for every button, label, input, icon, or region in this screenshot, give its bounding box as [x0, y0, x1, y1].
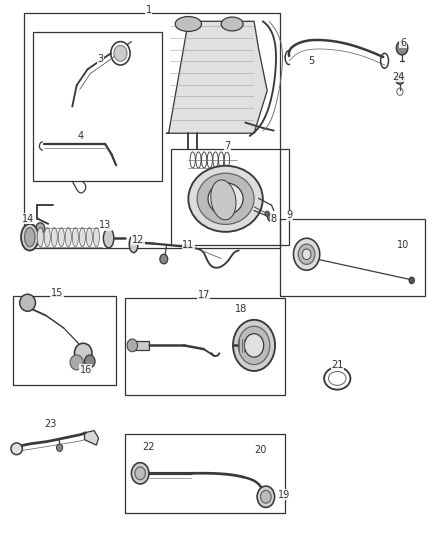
Ellipse shape	[37, 228, 43, 247]
Ellipse shape	[65, 228, 71, 247]
Ellipse shape	[244, 334, 264, 357]
Ellipse shape	[233, 320, 275, 371]
Ellipse shape	[302, 249, 311, 260]
Ellipse shape	[44, 228, 50, 247]
Ellipse shape	[135, 467, 145, 480]
Ellipse shape	[208, 183, 243, 215]
Text: 14: 14	[21, 214, 34, 223]
Text: 6: 6	[400, 38, 406, 47]
Ellipse shape	[197, 173, 254, 224]
Text: 2: 2	[28, 214, 34, 223]
Ellipse shape	[127, 339, 138, 352]
Ellipse shape	[74, 343, 92, 362]
Bar	[280, 219, 425, 296]
Ellipse shape	[21, 224, 39, 251]
Ellipse shape	[93, 228, 99, 247]
Text: 12: 12	[132, 235, 144, 245]
Ellipse shape	[265, 211, 269, 216]
Text: 22: 22	[143, 442, 155, 451]
Bar	[13, 296, 116, 385]
Ellipse shape	[396, 41, 408, 55]
Text: 3: 3	[98, 54, 104, 63]
Ellipse shape	[160, 254, 168, 264]
Ellipse shape	[409, 277, 414, 284]
Ellipse shape	[238, 326, 270, 365]
Ellipse shape	[129, 236, 138, 253]
Text: 11: 11	[182, 240, 194, 250]
Ellipse shape	[293, 238, 320, 270]
Ellipse shape	[57, 444, 63, 451]
Text: 23: 23	[44, 419, 57, 429]
Ellipse shape	[114, 45, 127, 61]
Ellipse shape	[72, 228, 78, 247]
Ellipse shape	[257, 486, 275, 507]
Text: 10: 10	[397, 240, 409, 250]
Bar	[171, 149, 289, 245]
Text: 9: 9	[286, 211, 292, 220]
Bar	[125, 434, 285, 513]
Ellipse shape	[268, 214, 274, 221]
Text: 15: 15	[51, 288, 63, 297]
Ellipse shape	[86, 228, 92, 247]
Text: 17: 17	[198, 290, 210, 300]
Ellipse shape	[396, 74, 404, 84]
Text: 5: 5	[308, 56, 314, 66]
Ellipse shape	[261, 490, 271, 503]
Bar	[132, 341, 149, 350]
Bar	[33, 32, 162, 181]
Ellipse shape	[11, 443, 22, 455]
Ellipse shape	[58, 228, 64, 247]
Text: 16: 16	[80, 365, 92, 375]
Text: 20: 20	[254, 446, 266, 455]
Ellipse shape	[79, 228, 85, 247]
Ellipse shape	[188, 166, 263, 232]
Ellipse shape	[25, 228, 35, 247]
Ellipse shape	[20, 294, 35, 311]
Text: 4: 4	[78, 131, 84, 141]
Bar	[24, 13, 280, 248]
Ellipse shape	[36, 223, 45, 233]
Text: 21: 21	[331, 360, 343, 370]
Text: 19: 19	[278, 490, 290, 499]
Bar	[125, 298, 285, 395]
Polygon shape	[85, 431, 99, 445]
Polygon shape	[166, 21, 267, 133]
Ellipse shape	[85, 355, 95, 368]
Ellipse shape	[131, 463, 149, 484]
Ellipse shape	[211, 180, 236, 220]
Ellipse shape	[175, 17, 201, 31]
Text: 13: 13	[99, 221, 111, 230]
Ellipse shape	[70, 355, 83, 370]
Ellipse shape	[298, 244, 315, 264]
Text: 24: 24	[392, 72, 405, 82]
Text: 7: 7	[225, 141, 231, 151]
Text: 8: 8	[271, 214, 277, 223]
Text: 18: 18	[235, 304, 247, 314]
Ellipse shape	[103, 229, 114, 248]
Ellipse shape	[51, 228, 57, 247]
Ellipse shape	[221, 17, 243, 31]
Text: 1: 1	[146, 5, 152, 15]
